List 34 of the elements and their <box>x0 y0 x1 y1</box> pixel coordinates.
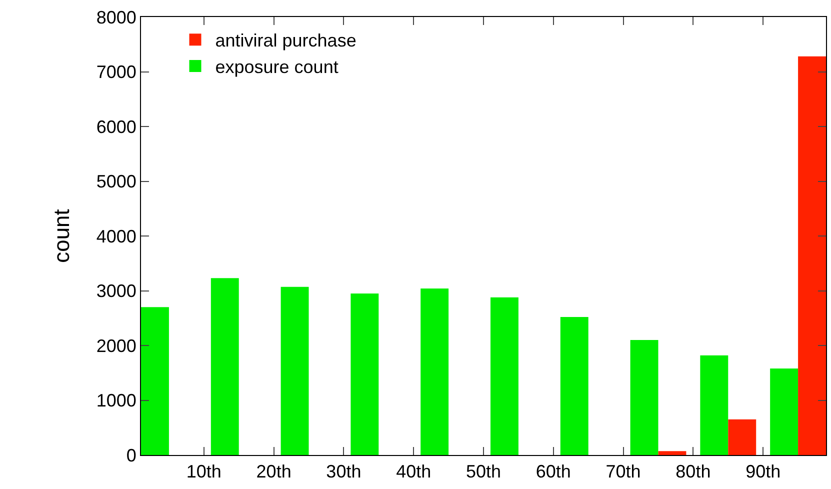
legend-label: antiviral purchase <box>215 30 356 51</box>
bar <box>700 355 728 455</box>
y-tick-label: 4000 <box>96 226 136 246</box>
bar <box>728 419 756 455</box>
legend-label: exposure count <box>215 57 338 77</box>
bar <box>658 451 686 455</box>
bar <box>630 340 658 455</box>
bar <box>560 317 588 455</box>
y-tick-label: 6000 <box>96 116 136 137</box>
y-tick-label: 1000 <box>96 390 136 411</box>
bar <box>798 56 826 455</box>
x-tick-label: 60th <box>536 462 571 482</box>
x-tick-label: 40th <box>396 462 432 482</box>
y-tick-label: 7000 <box>96 62 136 82</box>
x-tick-label: 30th <box>326 462 362 482</box>
bar <box>280 286 309 455</box>
x-tick-label: 10th <box>186 462 222 482</box>
y-tick-label: 0 <box>126 445 136 466</box>
bar <box>770 368 798 455</box>
y-tick-label: 8000 <box>96 7 136 28</box>
x-tick-label: 80th <box>676 462 711 482</box>
x-tick-label: 90th <box>746 462 781 482</box>
y-tick-label: 5000 <box>96 172 136 192</box>
y-tick-label: 2000 <box>96 336 136 356</box>
x-tick-label: 50th <box>466 462 502 482</box>
y-axis-title: count <box>49 209 74 263</box>
bar <box>210 278 239 455</box>
bar <box>490 297 518 455</box>
bar <box>350 293 379 455</box>
x-tick-label: 20th <box>256 462 292 482</box>
bar <box>141 307 169 455</box>
y-tick-label: 3000 <box>96 281 136 302</box>
x-tick-label: 70th <box>606 462 641 482</box>
bar <box>420 288 449 455</box>
